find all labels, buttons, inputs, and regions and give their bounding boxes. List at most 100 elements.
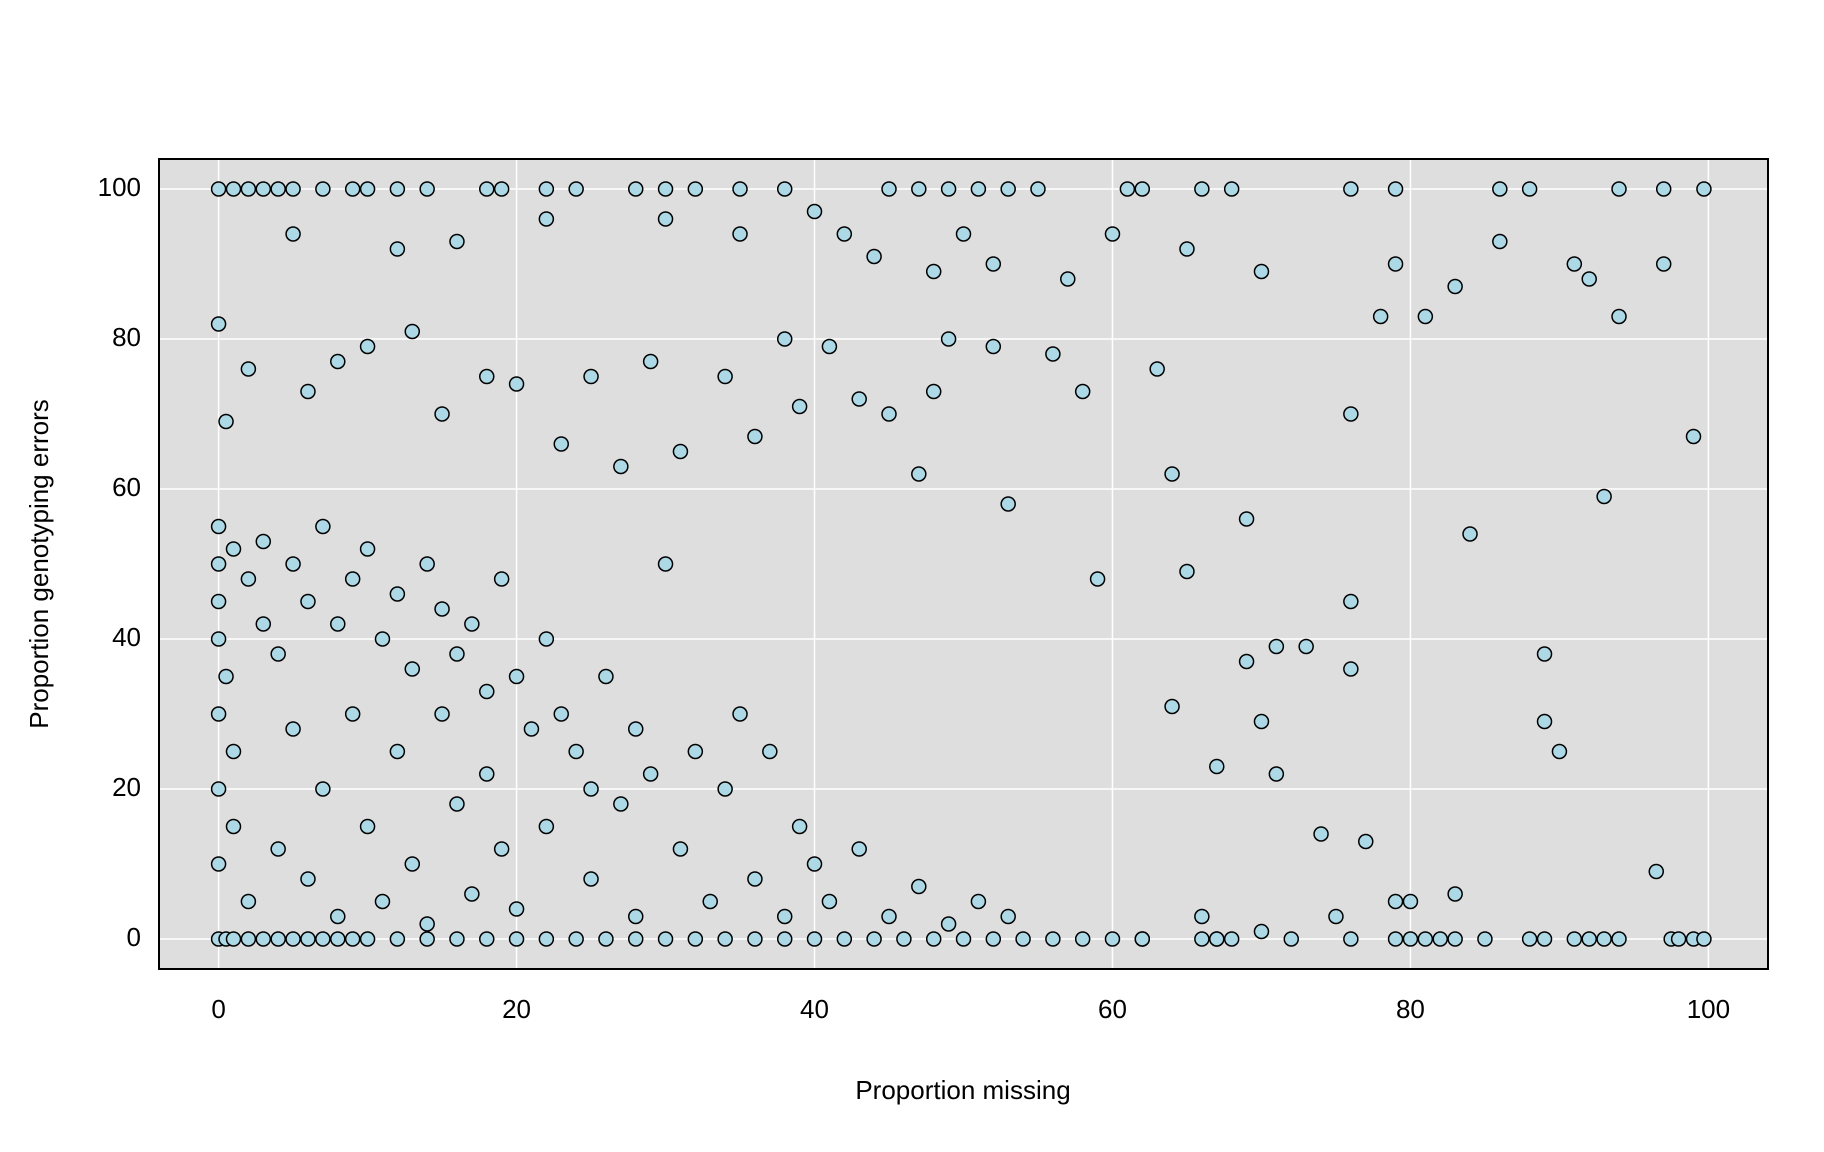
y-tick-label: 60 bbox=[112, 472, 141, 502]
point bbox=[687, 931, 704, 947]
point bbox=[925, 263, 942, 280]
point bbox=[553, 706, 569, 722]
point bbox=[732, 181, 748, 197]
point bbox=[1164, 698, 1180, 715]
point bbox=[538, 211, 555, 227]
point bbox=[1387, 181, 1404, 197]
point bbox=[493, 181, 510, 197]
point bbox=[1696, 931, 1712, 947]
point bbox=[389, 241, 406, 257]
point bbox=[627, 181, 644, 197]
point bbox=[1670, 931, 1687, 947]
point bbox=[776, 931, 793, 947]
point bbox=[1387, 931, 1404, 947]
y-axis-label: Proportion genotyping errors bbox=[24, 399, 54, 729]
point bbox=[285, 556, 301, 572]
y-tick-label: 20 bbox=[112, 772, 141, 802]
point bbox=[657, 931, 674, 947]
point bbox=[1328, 908, 1344, 925]
point bbox=[672, 443, 689, 460]
point bbox=[285, 721, 301, 737]
point bbox=[1536, 646, 1553, 662]
point bbox=[1492, 181, 1508, 197]
point bbox=[210, 631, 227, 647]
point bbox=[806, 931, 823, 947]
point bbox=[1060, 271, 1076, 287]
point bbox=[1417, 308, 1434, 325]
point bbox=[508, 901, 525, 917]
y-tick-label: 0 bbox=[127, 922, 141, 952]
point bbox=[657, 211, 674, 227]
point bbox=[776, 908, 793, 925]
x-axis-label: Proportion missing bbox=[855, 1075, 1070, 1105]
point bbox=[1179, 563, 1195, 580]
point bbox=[881, 908, 897, 925]
point bbox=[1343, 406, 1359, 422]
point bbox=[1030, 181, 1046, 197]
point bbox=[1015, 931, 1031, 947]
point bbox=[449, 646, 465, 662]
point bbox=[240, 571, 257, 587]
point bbox=[419, 931, 435, 947]
point bbox=[1343, 931, 1359, 947]
point bbox=[374, 631, 391, 647]
point bbox=[1596, 931, 1612, 947]
point bbox=[225, 181, 242, 197]
point bbox=[389, 181, 406, 197]
point bbox=[925, 931, 942, 947]
point bbox=[479, 181, 495, 197]
point bbox=[315, 181, 331, 197]
point bbox=[359, 181, 376, 197]
y-tick-label: 40 bbox=[112, 622, 141, 652]
point bbox=[255, 931, 272, 947]
point bbox=[330, 616, 346, 632]
point bbox=[210, 556, 227, 572]
point bbox=[1343, 593, 1359, 610]
point bbox=[642, 353, 659, 370]
point bbox=[1104, 226, 1121, 242]
point bbox=[1492, 233, 1508, 250]
point bbox=[1238, 653, 1255, 670]
point bbox=[985, 256, 1002, 272]
point bbox=[1238, 511, 1255, 527]
y-tick-label: 100 bbox=[98, 172, 141, 202]
point bbox=[1343, 661, 1359, 677]
point bbox=[747, 428, 763, 445]
point bbox=[1253, 713, 1270, 730]
point bbox=[359, 818, 376, 835]
point bbox=[479, 766, 495, 782]
point bbox=[210, 316, 227, 332]
x-tick-label: 80 bbox=[1396, 994, 1425, 1024]
point bbox=[240, 893, 257, 910]
point bbox=[1149, 361, 1165, 377]
point bbox=[218, 413, 234, 430]
x-tick-label: 100 bbox=[1687, 994, 1730, 1024]
point bbox=[210, 518, 227, 535]
point bbox=[210, 593, 227, 610]
point bbox=[866, 248, 882, 265]
point bbox=[1387, 256, 1404, 272]
point bbox=[747, 871, 763, 887]
point bbox=[896, 931, 912, 947]
point bbox=[627, 908, 644, 925]
point bbox=[225, 541, 242, 557]
point bbox=[1432, 931, 1448, 947]
point bbox=[404, 856, 421, 872]
point bbox=[1134, 181, 1151, 197]
point bbox=[225, 743, 242, 760]
point bbox=[776, 331, 793, 347]
point bbox=[1581, 931, 1597, 947]
point bbox=[821, 893, 838, 910]
point bbox=[538, 181, 555, 197]
point bbox=[1447, 886, 1463, 902]
point bbox=[538, 931, 555, 947]
point bbox=[538, 818, 555, 835]
point bbox=[970, 893, 987, 910]
y-tick-label: 80 bbox=[112, 322, 141, 352]
point bbox=[270, 646, 286, 662]
point bbox=[613, 796, 629, 812]
point bbox=[255, 181, 272, 197]
point bbox=[389, 931, 406, 947]
point bbox=[1596, 488, 1612, 505]
